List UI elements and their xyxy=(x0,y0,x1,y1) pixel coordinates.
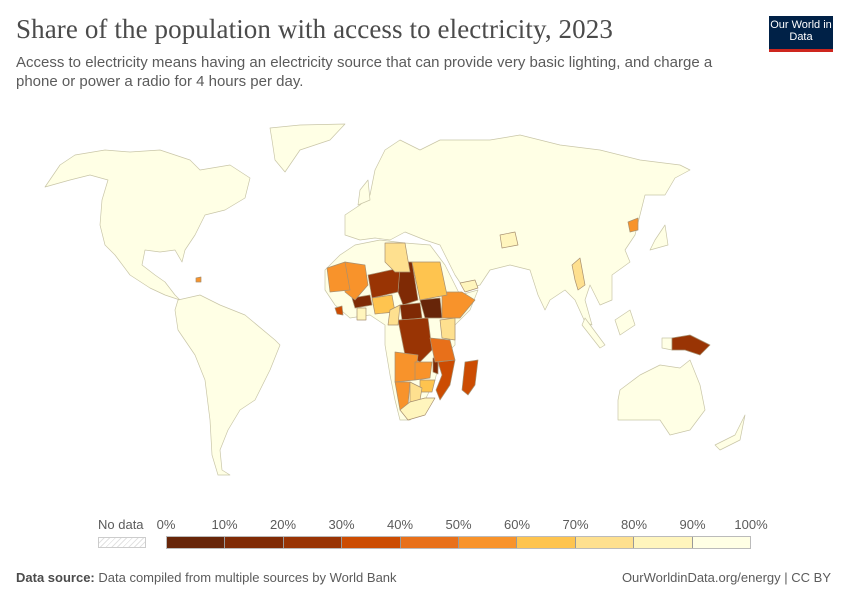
legend-bin-20-30%[interactable] xyxy=(283,537,343,548)
land-borneo[interactable] xyxy=(614,309,636,336)
country-afghanistan[interactable] xyxy=(499,231,519,249)
legend-tick-label: 40% xyxy=(386,517,414,532)
country-libya[interactable] xyxy=(384,242,411,273)
country-sudan[interactable] xyxy=(411,261,448,301)
land-new-zealand[interactable] xyxy=(714,414,746,451)
source-url-link[interactable]: OurWorldinData.org/energy | CC BY xyxy=(621,570,831,585)
source-text: Data compiled from multiple sources by W… xyxy=(98,570,397,585)
legend-bin-90-100%[interactable] xyxy=(692,537,751,548)
land-australia[interactable] xyxy=(617,359,706,436)
land-south-america[interactable] xyxy=(174,294,281,476)
country-angola[interactable] xyxy=(394,351,419,383)
country-sierra-leone[interactable] xyxy=(334,305,344,316)
chart-subtitle: Access to electricity means having an el… xyxy=(16,54,713,90)
land-eurasia[interactable] xyxy=(344,134,691,326)
country-central-african-republic[interactable] xyxy=(399,302,423,321)
country-cameroon[interactable] xyxy=(387,304,401,326)
legend-bin-70-80%[interactable] xyxy=(575,537,635,548)
country-niger[interactable] xyxy=(367,267,401,299)
country-zambia[interactable] xyxy=(414,361,433,381)
country-haiti[interactable] xyxy=(195,276,202,283)
legend-bin-80-90%[interactable] xyxy=(634,537,693,548)
land-north-america[interactable] xyxy=(44,149,251,301)
land-sumatra[interactable] xyxy=(581,317,606,349)
country-kenya[interactable] xyxy=(439,317,456,341)
chart-title: Share of the population with access to e… xyxy=(16,14,613,44)
legend-no-data-swatch[interactable] xyxy=(98,537,146,548)
legend-bin-0-10%[interactable] xyxy=(167,537,226,548)
country-myanmar[interactable] xyxy=(571,257,586,291)
legend-tick-label: 80% xyxy=(620,517,648,532)
land-greenland[interactable] xyxy=(269,123,346,173)
country-north-korea[interactable] xyxy=(627,217,639,233)
legend-tick-label: 50% xyxy=(445,517,472,532)
legend-tick-label: 30% xyxy=(328,517,355,532)
data-source: Data source: Data compiled from multiple… xyxy=(16,570,397,585)
land-new-guinea-west[interactable] xyxy=(661,337,673,351)
logo-text: Our World in Data xyxy=(770,19,832,43)
legend-tick-label: 70% xyxy=(562,517,589,532)
legend-bin-40-50%[interactable] xyxy=(400,537,460,548)
country-ethiopia[interactable] xyxy=(441,291,476,319)
legend-tick-label: 0% xyxy=(156,517,176,532)
legend-bin-50-60%[interactable] xyxy=(459,537,518,548)
owid-logo[interactable]: Our World in Data xyxy=(769,16,833,52)
country-south-africa[interactable] xyxy=(399,397,436,421)
country-madagascar[interactable] xyxy=(461,359,479,396)
country-yemen[interactable] xyxy=(459,279,479,293)
world-map[interactable] xyxy=(0,110,850,510)
source-label: Data source: xyxy=(16,570,95,585)
legend-tick-label: 20% xyxy=(269,517,297,532)
country-zimbabwe[interactable] xyxy=(419,379,436,393)
country-ghana[interactable] xyxy=(356,307,367,321)
legend-bin-60-70%[interactable] xyxy=(517,537,576,548)
country-papua-new-guinea[interactable] xyxy=(671,334,711,356)
legend-tick-label: 10% xyxy=(211,517,238,532)
legend-tick-label: 90% xyxy=(679,517,706,532)
land-japan[interactable] xyxy=(649,224,669,251)
country-mauritania[interactable] xyxy=(326,261,351,293)
legend-tick-label: 60% xyxy=(503,517,531,532)
legend-bin-10-20%[interactable] xyxy=(225,537,284,548)
land-uk[interactable] xyxy=(357,179,371,206)
legend-color-bar xyxy=(166,536,751,549)
legend-no-data-label: No data xyxy=(98,517,144,532)
country-tanzania[interactable] xyxy=(429,337,456,363)
country-burkina-faso[interactable] xyxy=(351,294,373,309)
legend-tick-label: 100% xyxy=(734,517,768,532)
legend-bin-30-40%[interactable] xyxy=(342,537,401,548)
